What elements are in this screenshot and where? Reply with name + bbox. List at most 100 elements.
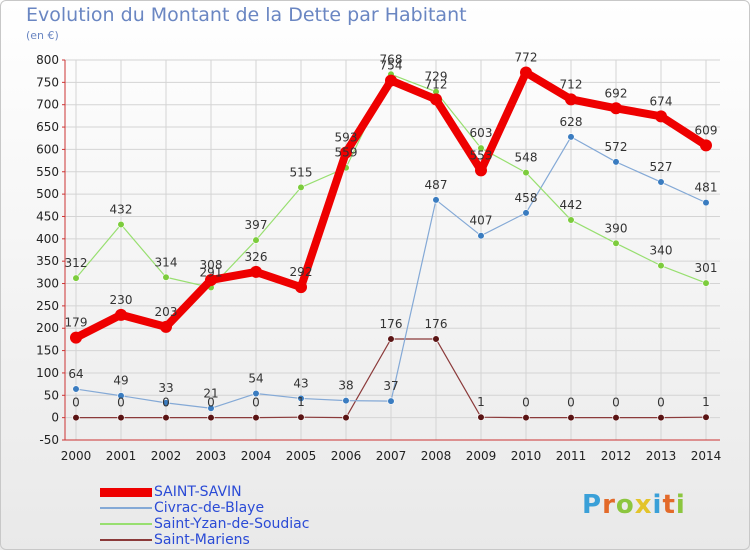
axes: -500501001502002503003504004505005506006…	[36, 53, 721, 463]
data-label: 458	[515, 191, 538, 205]
data-label: 768	[380, 52, 403, 66]
series-point	[655, 110, 667, 123]
series-point	[297, 183, 305, 192]
y-tick-label: 700	[36, 98, 59, 112]
data-label: 179	[65, 316, 88, 330]
data-label: 176	[380, 317, 403, 331]
y-tick-label: 300	[36, 277, 59, 291]
data-label: 0	[72, 396, 80, 410]
series-point	[297, 413, 305, 421]
data-label: 559	[335, 146, 358, 160]
data-label: 54	[248, 372, 263, 386]
series-point	[565, 93, 577, 106]
data-label: 674	[650, 94, 673, 108]
data-label: 432	[110, 203, 133, 217]
x-tick-label: 2003	[196, 449, 227, 463]
x-tick-label: 2011	[556, 449, 587, 463]
series-point	[430, 93, 442, 106]
series-point	[72, 414, 80, 422]
data-label: 314	[155, 255, 178, 269]
data-label: 754	[380, 59, 403, 73]
series-point	[612, 239, 620, 247]
series-point	[432, 196, 440, 204]
x-tick-label: 2007	[376, 449, 407, 463]
data-label: 0	[117, 396, 125, 410]
x-tick-label: 2010	[511, 449, 542, 463]
data-label: 49	[113, 374, 128, 388]
data-label: 1	[477, 395, 485, 409]
series-point	[342, 414, 350, 422]
series-point	[205, 273, 217, 286]
data-label: 33	[158, 381, 173, 395]
data-label: 43	[293, 376, 308, 390]
data-label: 38	[338, 379, 353, 393]
data-label: 548	[515, 151, 538, 165]
y-tick-label: 150	[36, 344, 59, 358]
series-point	[70, 331, 82, 344]
series-point	[612, 414, 620, 422]
series-point	[657, 262, 665, 270]
data-label: 593	[335, 131, 358, 145]
data-label: 712	[560, 77, 583, 91]
series-point	[72, 274, 80, 282]
data-label: 729	[425, 70, 448, 84]
data-label: 0	[567, 396, 575, 410]
data-label: 340	[650, 244, 673, 258]
series-point	[297, 394, 305, 403]
chart-title: Evolution du Montant de la Dette par Hab…	[26, 4, 467, 26]
y-tick-label: 250	[36, 299, 59, 313]
series-point	[567, 414, 575, 422]
y-tick-label: 800	[36, 53, 59, 67]
series-point	[522, 209, 530, 217]
series-point	[250, 265, 262, 278]
x-tick-label: 2004	[241, 449, 272, 463]
data-label: 0	[612, 396, 620, 410]
data-label: 292	[290, 265, 313, 279]
x-tick-label: 2012	[601, 449, 632, 463]
data-label: 487	[425, 178, 448, 192]
data-label: 0	[657, 396, 665, 410]
series-point	[252, 414, 260, 422]
legend-swatch	[100, 507, 152, 509]
series-point	[477, 232, 485, 240]
data-label: 407	[470, 214, 493, 228]
legend-swatch	[100, 488, 152, 497]
data-label: 553	[470, 148, 493, 162]
series-point	[610, 102, 622, 115]
x-tick-label: 2014	[691, 449, 722, 463]
x-tick-label: 2013	[646, 449, 677, 463]
series-point	[432, 335, 440, 343]
data-label: 64	[68, 367, 83, 381]
series-point	[612, 158, 620, 166]
data-label: 628	[560, 115, 583, 129]
y-tick-label: 350	[36, 254, 59, 268]
legend-label: Civrac-de-Blaye	[154, 500, 265, 516]
series-point	[702, 199, 710, 207]
data-label: 772	[515, 51, 538, 65]
x-tick-label: 2005	[286, 449, 317, 463]
series-point	[207, 414, 215, 422]
series-point	[522, 414, 530, 422]
data-label: 1	[297, 395, 305, 409]
series-point	[475, 164, 487, 177]
legend-label: Saint-Mariens	[154, 532, 250, 548]
data-label: 692	[605, 86, 628, 100]
series-point	[387, 397, 395, 405]
data-label: 326	[245, 250, 268, 264]
y-tick-label: 600	[36, 142, 59, 156]
data-label: 176	[425, 317, 448, 331]
series-point	[477, 144, 485, 152]
y-tick-label: 200	[36, 321, 59, 335]
y-tick-label: 550	[36, 165, 59, 179]
series-point	[522, 169, 530, 177]
series-point	[252, 236, 260, 244]
data-label: 1	[702, 395, 710, 409]
series-point	[702, 279, 710, 287]
series-point	[477, 413, 485, 421]
y-tick-label: 0	[51, 411, 59, 425]
data-label: 515	[290, 165, 313, 179]
data-labels: 179 230 203 308 326 292 593 754 712 553 772 712 692 6…	[65, 51, 718, 410]
series-point	[115, 308, 127, 321]
legend-swatch	[100, 539, 152, 541]
series-point	[342, 397, 350, 405]
